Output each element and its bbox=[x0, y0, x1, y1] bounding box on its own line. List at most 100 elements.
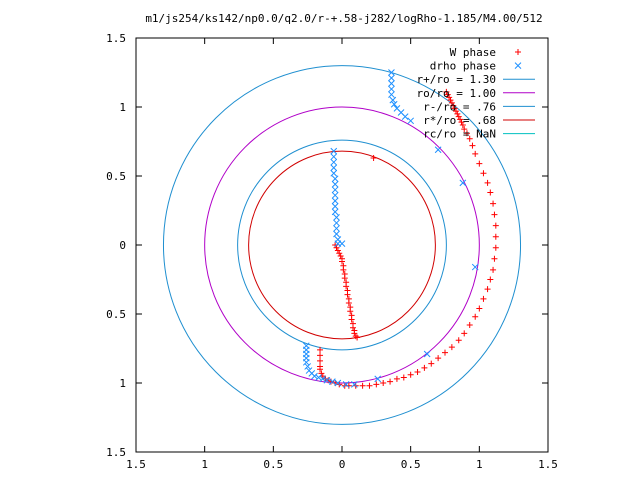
data-point bbox=[480, 295, 487, 302]
data-point bbox=[466, 322, 473, 329]
data-point bbox=[435, 355, 442, 362]
data-point bbox=[472, 150, 479, 157]
data-point bbox=[484, 179, 491, 186]
data-point bbox=[334, 247, 341, 254]
data-point bbox=[344, 291, 351, 298]
data-point bbox=[317, 357, 324, 364]
data-point bbox=[461, 330, 468, 337]
data-point bbox=[459, 121, 466, 128]
x-tick-label: 1 bbox=[201, 458, 208, 471]
data-point bbox=[447, 97, 454, 104]
data-point bbox=[388, 85, 395, 93]
legend-label: rc/ro = NaN bbox=[423, 128, 496, 141]
x-tick-label: 0 bbox=[339, 458, 346, 471]
data-point bbox=[490, 200, 497, 207]
data-point bbox=[340, 266, 347, 273]
legend-entry: rc/ro = NaN bbox=[423, 128, 535, 141]
data-point bbox=[330, 147, 338, 155]
data-point bbox=[315, 374, 323, 381]
data-point bbox=[304, 363, 312, 370]
legend-label: r-/ro = .76 bbox=[423, 100, 496, 113]
data-point bbox=[343, 283, 350, 290]
data-point bbox=[351, 381, 358, 388]
data-point bbox=[319, 373, 326, 380]
data-point bbox=[331, 197, 339, 205]
data-point bbox=[484, 286, 491, 293]
data-point bbox=[400, 374, 407, 381]
legend-entry: ro/ro = 1.00 bbox=[417, 87, 535, 100]
data-point bbox=[458, 119, 465, 126]
x-tick-label: 1 bbox=[476, 458, 483, 471]
legend-label: r*/ro = .68 bbox=[423, 114, 496, 127]
data-point bbox=[323, 376, 331, 384]
data-point bbox=[448, 99, 455, 106]
legend-entry: r-/ro = .76 bbox=[423, 100, 535, 113]
legend-entry: drho phase bbox=[430, 60, 522, 73]
data-point bbox=[330, 164, 338, 172]
data-point bbox=[345, 299, 352, 306]
y-tick-label: 1 bbox=[119, 377, 126, 390]
data-point bbox=[455, 113, 462, 120]
data-point bbox=[336, 250, 343, 257]
x-tick-label: 1.5 bbox=[538, 458, 558, 471]
data-point bbox=[469, 142, 476, 149]
data-point bbox=[330, 153, 338, 161]
data-point bbox=[317, 352, 324, 359]
data-point bbox=[463, 130, 470, 137]
data-point bbox=[389, 96, 397, 104]
data-point bbox=[333, 244, 340, 251]
data-point bbox=[452, 108, 459, 115]
data-point bbox=[348, 316, 355, 323]
x-tick-label: 1.5 bbox=[126, 458, 146, 471]
legend-label: r+/ro = 1.30 bbox=[417, 73, 496, 86]
data-point bbox=[443, 88, 450, 95]
legend-label: W phase bbox=[450, 46, 496, 59]
data-point bbox=[407, 117, 415, 125]
data-point bbox=[448, 344, 455, 351]
y-tick-label: 1.5 bbox=[106, 446, 126, 459]
data-point bbox=[407, 371, 414, 378]
data-point bbox=[457, 116, 464, 123]
data-point bbox=[370, 155, 377, 162]
data-point bbox=[331, 175, 339, 183]
x-tick-label: 0.5 bbox=[401, 458, 421, 471]
data-point bbox=[331, 208, 339, 216]
data-point bbox=[390, 100, 398, 108]
circle-0 bbox=[162, 65, 522, 425]
data-point bbox=[331, 203, 339, 210]
data-point bbox=[331, 191, 339, 199]
data-point bbox=[311, 372, 318, 380]
data-point bbox=[347, 308, 354, 315]
data-point bbox=[480, 170, 487, 177]
y-tick-label: 1 bbox=[119, 101, 126, 114]
legend-entry: r+/ro = 1.30 bbox=[417, 73, 535, 86]
data-point bbox=[333, 219, 340, 227]
circle-1 bbox=[204, 106, 480, 384]
data-point bbox=[319, 375, 327, 383]
data-point bbox=[444, 91, 451, 98]
y-tick-label: 0.5 bbox=[106, 308, 126, 321]
data-point bbox=[388, 74, 395, 82]
data-point bbox=[359, 382, 366, 389]
data-point bbox=[330, 169, 338, 177]
data-point bbox=[455, 337, 462, 344]
data-point bbox=[476, 160, 483, 167]
data-point bbox=[333, 225, 340, 232]
data-point bbox=[492, 233, 499, 240]
data-point bbox=[354, 334, 361, 341]
data-point bbox=[317, 366, 324, 373]
data-point bbox=[330, 158, 338, 166]
data-point bbox=[333, 230, 340, 238]
data-point bbox=[428, 360, 435, 367]
data-point bbox=[471, 263, 479, 271]
data-point bbox=[351, 330, 358, 337]
data-point bbox=[421, 364, 428, 371]
data-point bbox=[487, 276, 494, 283]
data-point bbox=[401, 113, 409, 121]
data-point bbox=[317, 346, 324, 353]
data-point bbox=[339, 258, 345, 265]
legend-marker bbox=[515, 49, 521, 55]
data-point bbox=[374, 375, 382, 383]
data-point bbox=[338, 240, 346, 247]
